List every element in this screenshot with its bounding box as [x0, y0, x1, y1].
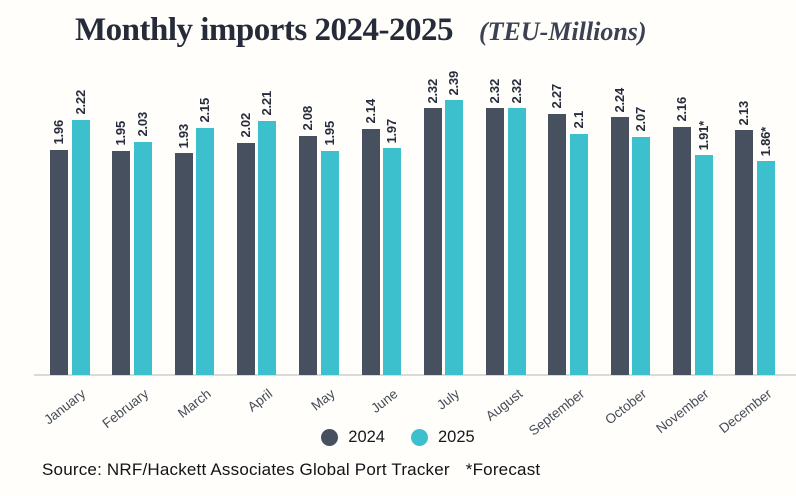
legend-dot-2025 [411, 429, 428, 446]
value-label-2024-august: 2.32 [487, 78, 503, 104]
bar-2025-march [196, 127, 215, 375]
value-label-2024-june: 2.14 [362, 99, 378, 124]
value-label-2025-november: 1.91* [695, 120, 711, 151]
bar-2024-october [610, 117, 629, 375]
value-label-2025-july: 2.39 [446, 70, 462, 96]
x-axis-line [34, 374, 796, 376]
value-label-2025-june: 1.97 [384, 118, 399, 144]
chart-header: Monthly imports 2024-2025 (TEU-Millions) [75, 12, 647, 49]
x-axis-label-may: May [308, 386, 338, 414]
bar-2025-october [632, 136, 651, 375]
value-label-2025-september: 2.1 [570, 111, 586, 129]
forecast-note: *Forecast [465, 460, 541, 479]
x-axis-label-july: July [434, 386, 463, 413]
value-label-2024-september: 2.27 [549, 84, 565, 109]
bar-2025-september [569, 133, 588, 375]
bar-2025-february [133, 141, 152, 375]
bar-2025-january [71, 119, 90, 375]
value-label-2024-december: 2.13 [736, 100, 752, 126]
bar-2024-november [673, 126, 691, 375]
bar-2025-august [507, 108, 526, 375]
bar-2024-september [548, 113, 567, 375]
legend-item-2024: 2024 [321, 428, 385, 447]
bar-2025-december [756, 161, 775, 375]
chart-title: Monthly imports 2024-2025 [75, 12, 454, 48]
chart-legend: 2024 2025 [0, 428, 796, 447]
x-axis-label-january: January [41, 386, 89, 428]
value-label-2024-may: 2.08 [300, 106, 316, 131]
chart-units-label: (TEU-Millions) [479, 17, 647, 46]
value-label-2024-march: 1.93 [175, 123, 191, 149]
value-label-2024-november: 2.16 [674, 97, 689, 122]
bar-2025-july [445, 100, 464, 375]
bar-2025-april [258, 120, 277, 375]
x-axis-label-march: March [174, 386, 214, 421]
legend-label-2025: 2025 [438, 428, 475, 446]
value-label-2025-august: 2.32 [508, 78, 524, 104]
value-label-2025-february: 2.03 [134, 112, 150, 137]
source-line: Source: NRF/Hackett Associates Global Po… [42, 460, 540, 480]
bar-2025-june [383, 148, 401, 375]
value-label-2024-april: 2.02 [237, 113, 253, 138]
value-label-2025-may: 1.95 [321, 121, 337, 146]
x-axis-label-february: February [99, 386, 152, 432]
legend-dot-2024 [321, 429, 339, 446]
value-label-2024-february: 1.95 [113, 121, 129, 146]
value-label-2025-january: 2.22 [72, 90, 88, 115]
bar-2024-august [486, 108, 505, 375]
value-label-2025-april: 2.21 [259, 91, 275, 116]
legend-label-2024: 2024 [348, 428, 385, 446]
value-label-2024-july: 2.32 [424, 78, 440, 104]
bar-2025-november [694, 155, 713, 375]
bar-2024-december [735, 130, 754, 375]
bar-2024-january [50, 149, 68, 375]
bar-2024-july [423, 108, 442, 375]
x-axis-label-october: October [602, 386, 650, 428]
value-label-2024-october: 2.24 [611, 87, 627, 113]
bar-2024-february [112, 150, 131, 375]
bar-2024-april [236, 142, 255, 375]
source-text: Source: NRF/Hackett Associates Global Po… [42, 460, 450, 479]
bar-2024-june [361, 128, 380, 375]
x-axis-label-april: April [245, 386, 276, 415]
bar-2024-may [299, 135, 318, 375]
bar-2025-may [320, 150, 339, 375]
value-label-2025-march: 2.15 [197, 98, 213, 123]
legend-item-2025: 2025 [411, 428, 475, 447]
value-label-2025-december: 1.86* [757, 126, 773, 157]
value-label-2024-january: 1.96 [51, 120, 66, 145]
value-label-2025-october: 2.07 [633, 107, 649, 132]
x-axis-label-june: June [367, 386, 401, 416]
x-axis-label-august: August [482, 386, 525, 424]
bar-2024-march [174, 153, 193, 375]
